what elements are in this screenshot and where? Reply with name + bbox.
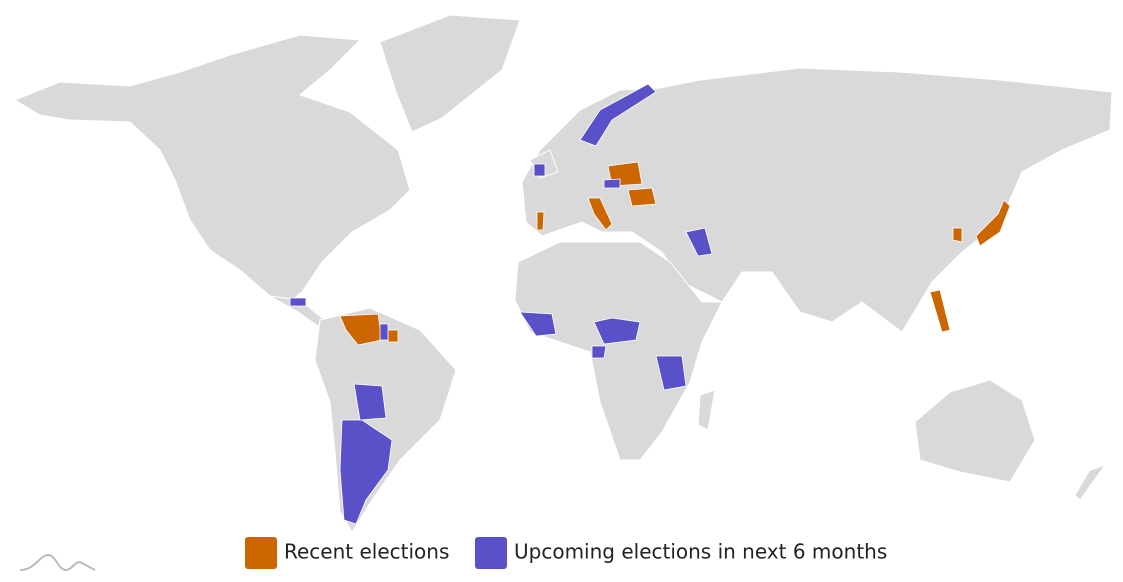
africa <box>514 241 723 461</box>
honduras <box>289 297 307 307</box>
new-zealand <box>1074 464 1107 501</box>
legend-label: Recent elections <box>284 540 449 564</box>
legend-swatch <box>475 537 507 569</box>
tanzania <box>655 355 687 391</box>
logo <box>19 553 96 572</box>
highlighted-countries <box>289 83 1011 525</box>
legend: Recent elections Upcoming elections in ne… <box>245 537 887 569</box>
guyana <box>379 323 389 341</box>
philippines <box>929 289 951 333</box>
ireland <box>533 163 546 177</box>
italy <box>587 197 613 231</box>
legend-swatch <box>245 537 277 569</box>
iraq <box>685 227 713 257</box>
legend-label: Upcoming elections in next 6 months <box>514 540 887 564</box>
south-america <box>314 307 457 533</box>
south-korea <box>952 227 963 243</box>
romania <box>627 187 657 207</box>
portugal <box>536 211 545 231</box>
north-america <box>13 34 411 301</box>
chile-argentina <box>339 419 393 525</box>
venezuela <box>339 313 383 346</box>
ivory-coast <box>519 311 557 337</box>
australia <box>914 379 1036 483</box>
gabon <box>591 345 607 359</box>
eurasia <box>521 67 1113 333</box>
suriname <box>387 329 399 343</box>
logo-mark <box>19 553 96 572</box>
czechia <box>603 178 621 189</box>
bolivia <box>353 383 387 421</box>
greenland <box>379 14 521 133</box>
cameroon-car <box>593 317 641 345</box>
norway <box>579 83 657 147</box>
japan <box>975 199 1011 247</box>
madagascar <box>697 389 716 431</box>
land <box>13 14 1113 533</box>
